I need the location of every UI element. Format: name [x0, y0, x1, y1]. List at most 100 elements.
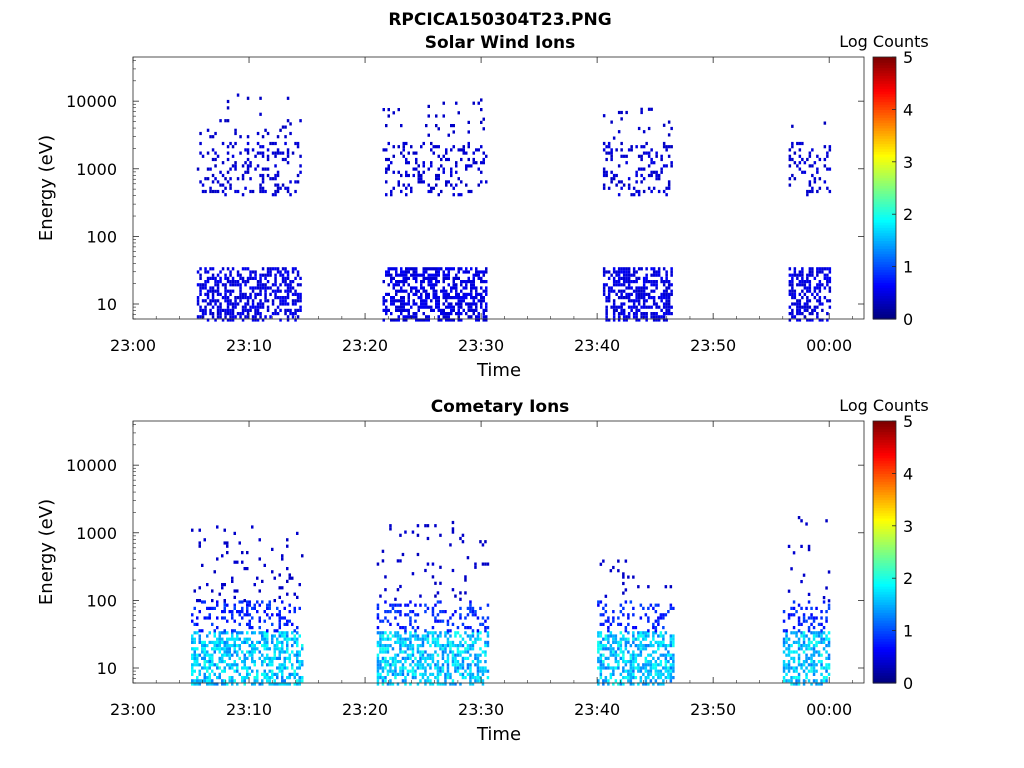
heatmap-cell: [602, 141, 606, 146]
colorbar-label: Log Counts: [839, 396, 929, 415]
colorbar-segment: [873, 609, 896, 613]
heatmap-cell: [382, 318, 385, 322]
colorbar-segment: [873, 507, 896, 511]
heatmap-cell: [451, 656, 455, 660]
heatmap-cell: [655, 315, 658, 319]
heatmap-cell: [266, 280, 270, 284]
heatmap-cell: [238, 613, 241, 617]
heatmap-cell: [206, 644, 209, 648]
heatmap-cell: [793, 292, 797, 296]
heatmap-cell: [251, 669, 254, 673]
heatmap-cell: [289, 193, 292, 197]
heatmap-cell: [450, 173, 453, 178]
heatmap-cell: [199, 273, 202, 277]
heatmap-cell: [436, 660, 440, 664]
heatmap-cell: [229, 289, 232, 293]
heatmap-cell: [289, 312, 292, 316]
heatmap-cell: [216, 666, 219, 670]
heatmap-cell: [620, 141, 623, 146]
heatmap-cell: [391, 634, 395, 638]
heatmap-cell: [801, 267, 804, 271]
heatmap-cell: [828, 299, 832, 303]
heatmap-cell: [446, 619, 450, 623]
heatmap-cell: [298, 676, 301, 680]
heatmap-cell: [286, 154, 290, 158]
heatmap-cell: [617, 315, 621, 319]
heatmap-cell: [425, 289, 428, 293]
heatmap-cell: [602, 606, 605, 610]
heatmap-cell: [241, 606, 244, 610]
heatmap-cell: [664, 647, 668, 651]
heatmap-cell: [823, 164, 827, 168]
heatmap-cell: [792, 606, 796, 610]
heatmap-cell: [208, 679, 211, 683]
heatmap-cell: [440, 312, 443, 316]
heatmap-cell: [395, 267, 398, 271]
heatmap-cell: [286, 644, 289, 648]
heatmap-cell: [273, 679, 276, 683]
heatmap-cell: [219, 308, 222, 312]
heatmap-cell: [218, 660, 221, 664]
colorbar-segment: [873, 439, 896, 443]
heatmap-cell: [253, 679, 256, 683]
heatmap-cell: [213, 663, 216, 667]
heatmap-cell: [447, 292, 450, 296]
colorbar-segment: [873, 533, 896, 537]
heatmap-cell: [296, 653, 299, 657]
colorbar-segment: [873, 662, 896, 666]
heatmap-cell: [213, 682, 216, 686]
heatmap-cell: [816, 299, 819, 303]
heatmap-cell: [410, 273, 413, 277]
heatmap-cell: [274, 292, 277, 296]
heatmap-cell: [231, 637, 234, 641]
heatmap-cell: [400, 312, 403, 316]
heatmap-cell: [660, 167, 663, 171]
heatmap-cell: [635, 170, 638, 174]
colorbar-segment: [873, 481, 896, 485]
heatmap-cell: [384, 666, 387, 670]
heatmap-cell: [460, 299, 463, 303]
heatmap-cell: [472, 308, 475, 312]
colorbar-segment: [873, 604, 896, 608]
heatmap-cell: [451, 530, 455, 534]
heatmap-cell: [599, 663, 603, 667]
heatmap-cell: [823, 145, 827, 149]
heatmap-cell: [286, 640, 289, 644]
heatmap-cell: [238, 631, 241, 635]
heatmap-cell: [605, 305, 608, 309]
heatmap-cell: [397, 299, 400, 303]
heatmap-cell: [248, 600, 251, 604]
heatmap-cell: [445, 318, 448, 322]
heatmap-cell: [642, 151, 646, 155]
heatmap-cell: [659, 653, 663, 657]
heatmap-cell: [826, 186, 829, 190]
heatmap-cell: [802, 640, 806, 644]
heatmap-cell: [619, 637, 623, 641]
heatmap-cell: [436, 672, 440, 676]
colorbar-segment: [873, 520, 896, 524]
colorbar-segment: [873, 72, 896, 76]
heatmap-cell: [466, 556, 470, 560]
heatmap-cell: [399, 533, 402, 537]
heatmap-cell: [289, 122, 292, 126]
heatmap-cell: [812, 650, 816, 654]
heatmap-cell: [429, 656, 432, 660]
heatmap-cell: [793, 161, 797, 165]
heatmap-cell: [470, 286, 473, 290]
heatmap-cell: [444, 676, 447, 680]
heatmap-cell: [281, 267, 285, 271]
heatmap-cell: [268, 606, 271, 610]
heatmap-cell: [261, 679, 264, 683]
heatmap-cell: [415, 161, 418, 165]
heatmap-cell: [274, 177, 277, 181]
heatmap-cell: [249, 270, 252, 274]
heatmap-cell: [620, 312, 623, 316]
heatmap-cell: [449, 672, 452, 676]
heatmap-cell: [226, 296, 230, 300]
heatmap-cell: [466, 656, 470, 660]
heatmap-cell: [385, 305, 388, 309]
heatmap-cell: [800, 666, 803, 670]
heatmap-cell: [196, 656, 199, 660]
heatmap-cell: [607, 666, 610, 670]
heatmap-cell: [622, 154, 626, 158]
